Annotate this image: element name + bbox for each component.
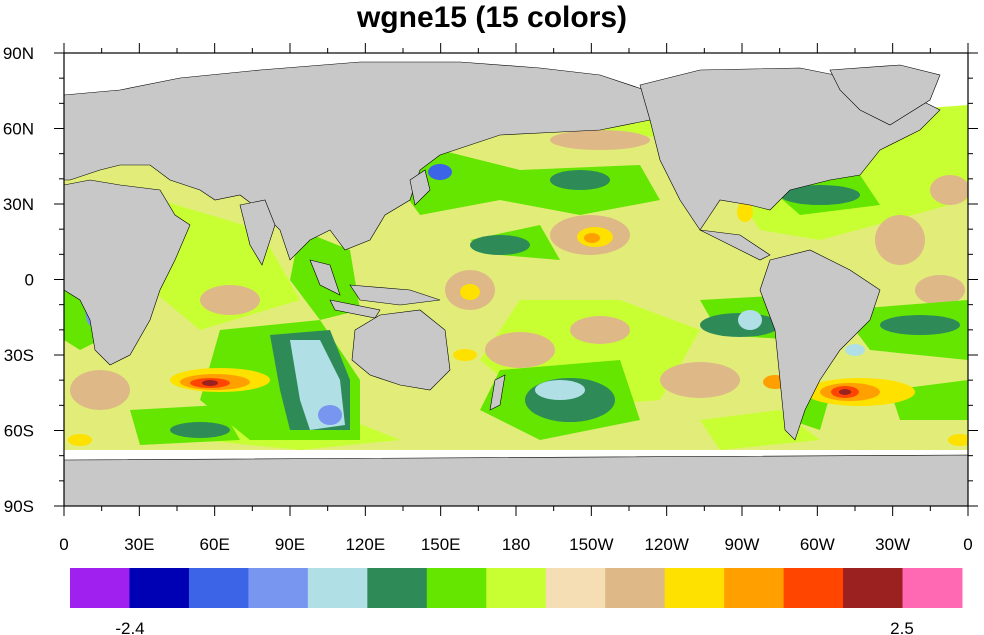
x-axis-labels: 0 30E 60E 90E 120E 150E 180 150W 120W 90W 60W 30W 0 <box>59 535 972 554</box>
colorbar-swatch <box>367 568 428 608</box>
x-tick-label: 60E <box>200 535 230 554</box>
y-tick-label: 90S <box>4 497 34 516</box>
x-tick-label: 150E <box>421 535 461 554</box>
australia <box>351 309 451 391</box>
y-tick-label: 60S <box>4 422 34 441</box>
colorbar <box>70 568 963 608</box>
india <box>239 199 276 266</box>
x-tick-label: 30E <box>124 535 154 554</box>
colorbar-swatch <box>426 568 487 608</box>
colorbar-max-label: 2.5 <box>890 619 914 635</box>
y-tick-label: 60N <box>3 120 34 139</box>
x-tick-label: 30W <box>875 535 910 554</box>
greenland <box>829 64 941 126</box>
y-axis-labels: 90N 60N 30N 0 30S 60S 90S <box>3 44 34 516</box>
colorbar-swatch <box>605 568 666 608</box>
x-tick-label: 0 <box>963 535 972 554</box>
y-tick-label: 30N <box>3 195 34 214</box>
x-tick-label: 150W <box>569 535 613 554</box>
colorbar-swatch <box>664 568 725 608</box>
colorbar-swatch <box>783 568 844 608</box>
map-title: wgne15 (15 colors) <box>356 1 628 34</box>
colorbar-swatch <box>70 568 130 608</box>
colorbar-swatch <box>545 568 606 608</box>
antarctica <box>64 454 968 506</box>
colorbar-swatch <box>129 568 190 608</box>
x-tick-label: 90W <box>725 535 760 554</box>
x-tick-label: 60W <box>800 535 835 554</box>
x-tick-label: 90E <box>275 535 305 554</box>
y-tick-label: 90N <box>3 44 34 63</box>
x-tick-label: 120E <box>345 535 385 554</box>
colorbar-swatch <box>843 568 904 608</box>
south-america <box>759 249 881 441</box>
y-tick-label: 30S <box>4 346 34 365</box>
africa <box>64 179 191 366</box>
land-masses <box>64 61 968 506</box>
colorbar-swatch <box>486 568 547 608</box>
axis-ticks <box>54 43 978 516</box>
colorbar-swatch <box>724 568 785 608</box>
x-tick-label: 120W <box>644 535 688 554</box>
colorbar-swatch <box>248 568 309 608</box>
x-tick-label: 180 <box>502 535 530 554</box>
eurasia <box>64 61 661 261</box>
y-tick-label: 0 <box>25 271 34 290</box>
colorbar-swatch <box>902 568 963 608</box>
x-tick-label: 0 <box>59 535 68 554</box>
se-asia <box>309 259 341 296</box>
colorbar-swatch <box>307 568 368 608</box>
colorbar-swatch <box>188 568 249 608</box>
colorbar-min-label: -2.4 <box>115 619 144 635</box>
